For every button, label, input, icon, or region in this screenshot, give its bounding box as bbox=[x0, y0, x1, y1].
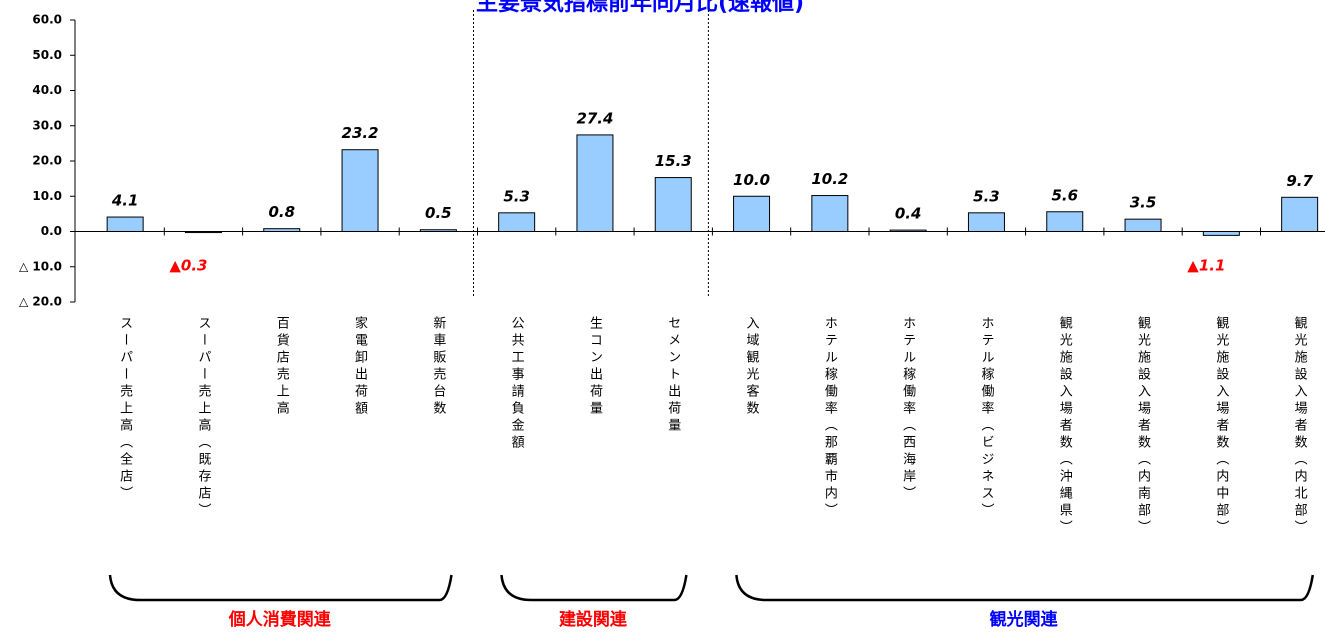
x-tick-label: 百貨店売上高 bbox=[273, 316, 289, 418]
bar bbox=[498, 212, 536, 233]
group-label: 観光関連 bbox=[990, 609, 1059, 630]
value-label: 9.7 bbox=[1286, 172, 1313, 190]
y-tick-label: 0.0 bbox=[41, 224, 62, 238]
bar bbox=[263, 228, 301, 232]
x-tick-label: 家電卸出荷額 bbox=[352, 316, 368, 418]
value-label: 23.2 bbox=[342, 124, 379, 142]
x-tick-label: スーパー売上高（全店） bbox=[117, 316, 133, 503]
bar bbox=[811, 195, 849, 232]
value-label: 0.5 bbox=[425, 204, 452, 222]
y-tick-label: 30.0 bbox=[32, 118, 62, 132]
bar bbox=[1202, 231, 1240, 236]
bar bbox=[1046, 211, 1084, 232]
x-tick-label: ホテル稼働率（ビジネス） bbox=[978, 316, 994, 520]
group-bracket bbox=[500, 574, 688, 602]
bar bbox=[576, 134, 614, 232]
bar bbox=[654, 177, 692, 233]
value-label: 5.6 bbox=[1051, 186, 1078, 204]
value-label: 0.8 bbox=[268, 203, 295, 221]
x-tick-label: 観光施設入場者数（内南部） bbox=[1135, 316, 1151, 537]
x-tick-label: ホテル稼働率（那覇市内） bbox=[821, 316, 837, 520]
bar bbox=[1124, 218, 1162, 233]
value-label: 5.3 bbox=[503, 187, 530, 205]
y-tick-label: 60.0 bbox=[32, 13, 62, 27]
value-label: 0.4 bbox=[895, 205, 922, 223]
bar bbox=[967, 212, 1005, 233]
bar bbox=[733, 195, 771, 232]
value-label: ▲1.1 bbox=[1187, 257, 1225, 275]
group-bracket bbox=[108, 574, 453, 602]
chart-title: 主要景気指標前年同月比(速報値) bbox=[476, 0, 804, 16]
x-tick-label: 観光施設入場者数（内北部） bbox=[1291, 316, 1307, 537]
y-tick-label: △ 10.0 bbox=[19, 259, 62, 273]
group-bracket bbox=[735, 574, 1315, 602]
value-label: 3.5 bbox=[1130, 194, 1157, 212]
value-label: 15.3 bbox=[655, 152, 692, 170]
value-label: 27.4 bbox=[576, 109, 613, 127]
y-tick-label: 10.0 bbox=[32, 189, 62, 203]
group-label: 建設関連 bbox=[559, 609, 628, 630]
value-label: 5.3 bbox=[973, 187, 1000, 205]
x-tick-label: 公共工事請負金額 bbox=[508, 316, 524, 452]
y-tick-label: 50.0 bbox=[32, 48, 62, 62]
bar bbox=[341, 149, 379, 232]
x-tick-label: ホテル稼働率（西海岸） bbox=[900, 316, 916, 503]
x-tick-label: 観光施設入場者数（沖縄県） bbox=[1056, 316, 1072, 537]
x-tick-label: スーパー売上高（既存店） bbox=[195, 316, 211, 520]
x-tick-label: 新車販売台数 bbox=[430, 316, 446, 418]
y-tick-label: 20.0 bbox=[32, 154, 62, 168]
x-tick-label: 観光施設入場者数（内中部） bbox=[1213, 316, 1229, 537]
bar bbox=[184, 231, 222, 234]
value-label: 4.1 bbox=[111, 192, 139, 210]
group-label: 個人消費関連 bbox=[228, 609, 332, 630]
value-label: 10.0 bbox=[733, 171, 770, 189]
x-tick-label: セメント出荷量 bbox=[665, 316, 681, 435]
value-label: ▲0.3 bbox=[169, 257, 207, 275]
bar bbox=[419, 229, 457, 233]
bar bbox=[889, 229, 927, 232]
value-label: 10.2 bbox=[811, 170, 848, 188]
bar bbox=[106, 216, 144, 233]
bar bbox=[1281, 196, 1319, 232]
x-tick-label: 入域観光客数 bbox=[743, 316, 759, 418]
y-tick-label: 40.0 bbox=[32, 83, 62, 97]
y-tick-label: △ 20.0 bbox=[19, 295, 62, 309]
x-tick-label: 生コン出荷量 bbox=[586, 316, 602, 418]
